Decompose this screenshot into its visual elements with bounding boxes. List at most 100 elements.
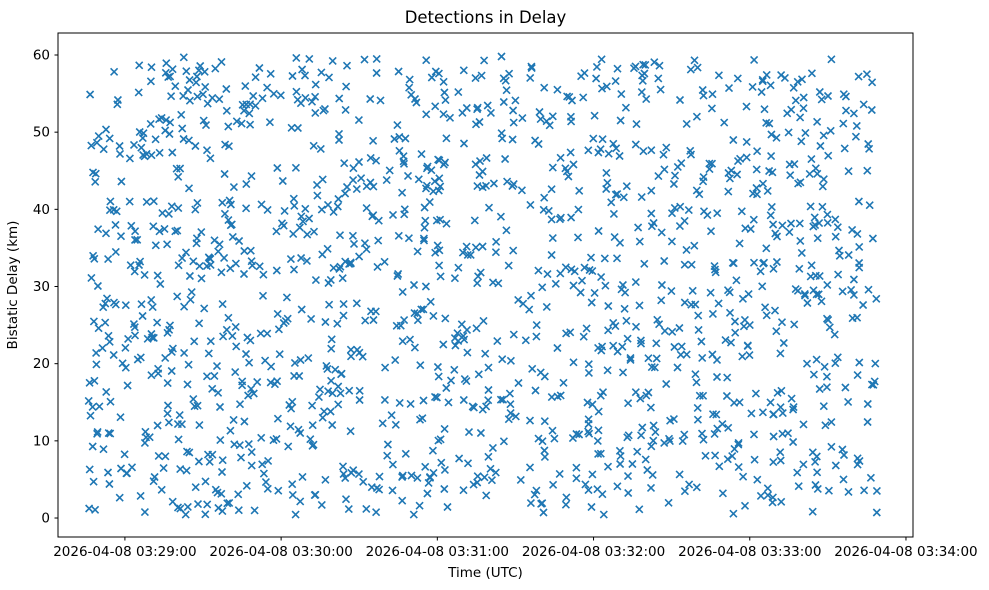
scatter-point — [741, 224, 750, 233]
scatter-point — [290, 358, 299, 367]
scatter-point — [662, 143, 671, 152]
scatter-point — [730, 398, 739, 407]
scatter-point — [231, 259, 240, 268]
scatter-point — [147, 295, 156, 304]
scatter-point — [772, 327, 781, 336]
scatter-point — [553, 392, 562, 401]
scatter-point — [548, 234, 557, 243]
scatter-point — [193, 401, 202, 410]
scatter-point — [484, 385, 493, 395]
scatter-point — [833, 353, 842, 362]
scatter-point — [301, 204, 310, 213]
scatter-point — [498, 395, 508, 404]
scatter-point — [352, 299, 361, 308]
scatter-point — [675, 222, 684, 231]
scatter-point — [345, 259, 354, 268]
scatter-point — [769, 264, 778, 273]
scatter-point — [602, 82, 611, 91]
scatter-point — [475, 117, 484, 127]
scatter-point — [623, 433, 632, 442]
scatter-point — [867, 105, 876, 115]
scatter-point — [309, 227, 319, 236]
scatter-point — [706, 288, 715, 297]
scatter-point — [94, 225, 103, 234]
scatter-point — [155, 227, 164, 236]
scatter-point — [126, 261, 135, 270]
scatter-point — [786, 171, 795, 180]
chart-title: Detections in Delay — [405, 8, 567, 27]
scatter-point — [471, 120, 481, 129]
scatter-point — [215, 95, 224, 104]
scatter-point — [167, 202, 176, 211]
scatter-point — [729, 259, 738, 268]
scatter-point — [204, 349, 213, 358]
scatter-point — [288, 397, 297, 406]
scatter-point — [822, 383, 831, 392]
scatter-point — [362, 245, 371, 254]
scatter-point — [472, 324, 481, 333]
scatter-point — [826, 126, 835, 135]
scatter-point — [245, 109, 254, 118]
scatter-point — [588, 267, 597, 276]
y-axis-ticks: 0 10 20 30 40 50 60 — [33, 47, 58, 527]
scatter-point — [542, 117, 551, 126]
scatter-point — [749, 430, 759, 439]
scatter-point — [575, 430, 584, 439]
scatter-point — [98, 344, 107, 353]
x-tick-label: 2026-04-08 03:34:00 — [834, 544, 977, 560]
scatter-point — [214, 503, 223, 513]
scatter-point — [160, 224, 169, 233]
scatter-point — [85, 504, 94, 513]
scatter-point — [494, 279, 503, 288]
scatter-point — [799, 93, 808, 102]
scatter-point — [710, 265, 720, 274]
scatter-point — [509, 330, 518, 339]
scatter-point — [750, 455, 759, 464]
scatter-point — [724, 84, 734, 93]
scatter-point — [251, 101, 260, 110]
scatter-point — [484, 203, 494, 212]
scatter-point — [592, 62, 601, 71]
scatter-point — [420, 223, 429, 232]
scatter-point — [839, 475, 848, 484]
scatter-point — [111, 220, 120, 229]
scatter-point — [273, 377, 282, 386]
scatter-point — [556, 153, 565, 162]
scatter-point — [269, 89, 278, 98]
scatter-point — [525, 305, 534, 314]
scatter-point — [328, 420, 337, 430]
scatter-point — [115, 493, 124, 502]
scatter-point — [505, 389, 514, 398]
scatter-point — [603, 366, 612, 375]
scatter-point — [394, 67, 403, 76]
scatter-point — [481, 349, 490, 358]
scatter-point — [697, 429, 707, 438]
scatter-point — [369, 211, 378, 220]
scatter-point — [825, 323, 834, 332]
scatter-point — [680, 487, 689, 496]
scatter-point — [167, 366, 176, 376]
scatter-point — [835, 251, 844, 260]
scatter-point — [799, 420, 808, 429]
scatter-point — [142, 433, 151, 442]
scatter-point — [724, 423, 733, 432]
scatter-point — [235, 400, 245, 409]
scatter-point — [147, 371, 156, 380]
scatter-point — [768, 498, 777, 507]
scatter-point — [694, 311, 703, 320]
scatter-point — [726, 338, 736, 347]
scatter-point — [833, 223, 842, 232]
scatter-point — [375, 472, 384, 481]
scatter-point — [203, 500, 212, 509]
scatter-point — [496, 395, 505, 404]
scatter-point — [181, 248, 191, 257]
scatter-point — [393, 121, 402, 130]
scatter-point — [374, 236, 383, 245]
scatter-point — [613, 64, 622, 73]
scatter-point — [385, 166, 394, 175]
scatter-point — [440, 465, 449, 474]
scatter-point — [823, 218, 832, 227]
scatter-point — [311, 92, 320, 101]
y-tick-label: 0 — [41, 511, 50, 527]
scatter-point — [93, 427, 102, 437]
